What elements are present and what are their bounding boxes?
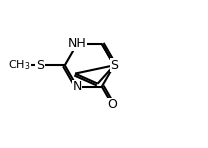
Text: N: N [72,80,82,93]
Text: CH$_3$: CH$_3$ [8,58,30,72]
Text: NH: NH [68,37,87,50]
Text: S: S [36,59,44,72]
Text: O: O [107,98,117,111]
Text: S: S [110,59,118,72]
